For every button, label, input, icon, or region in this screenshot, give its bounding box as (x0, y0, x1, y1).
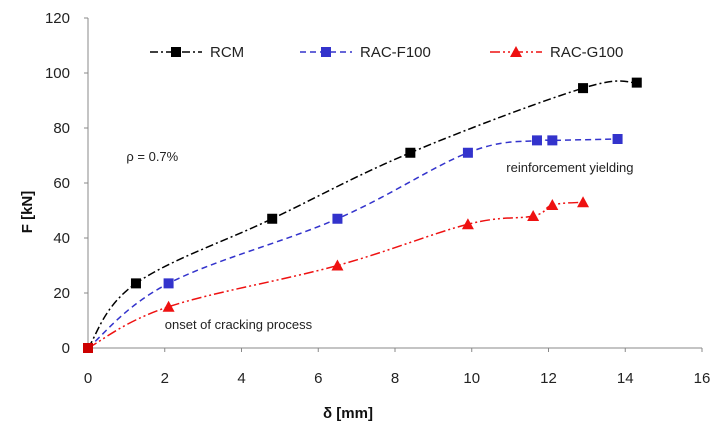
data-point-rcm (130, 278, 141, 289)
legend-label-rac-f100: RAC-F100 (360, 44, 431, 61)
data-point-rcm (405, 147, 416, 158)
data-point-rac-g100 (546, 199, 559, 210)
annotation: ρ = 0.7% (126, 149, 178, 164)
data-point-rac-g100 (331, 259, 344, 271)
data-point-rac-f100 (612, 134, 623, 144)
x-tick-label: 0 (84, 370, 92, 387)
legend: RCM RAC-F100 RAC-G100 (150, 44, 623, 61)
data-point-rac-g100 (162, 300, 175, 312)
y-tick-label: 80 (53, 120, 70, 137)
legend-marker-rac-g100 (510, 46, 522, 57)
y-tick-label: 100 (45, 65, 70, 82)
data-point-rac-g100 (527, 210, 540, 221)
x-axis-label: δ [mm] (323, 405, 373, 422)
x-tick-label: 4 (237, 370, 245, 387)
legend-marker-rcm (171, 47, 181, 57)
data-point-rac-f100 (462, 147, 473, 158)
data-point-rcm (631, 77, 642, 88)
data-point-rcm (578, 83, 589, 94)
annotation: reinforcement yielding (506, 160, 633, 175)
y-axis-label: F [kN] (19, 191, 36, 234)
x-tick-label: 16 (694, 370, 711, 387)
annotations: ρ = 0.7% reinforcement yielding onset of c… (126, 149, 633, 332)
y-tick-label: 60 (53, 175, 70, 192)
y-tick-label: 0 (62, 340, 70, 357)
data-point-rac-g100 (83, 343, 93, 353)
data-point-rac-f100 (547, 135, 558, 146)
data-point-rac-f100 (332, 213, 343, 224)
legend-label-rcm: RCM (210, 44, 244, 61)
data-point-rac-f100 (531, 135, 542, 146)
y-tick-label: 120 (45, 10, 70, 27)
axes (84, 17, 703, 352)
series-line-rac-g100 (87, 201, 584, 349)
data-point-rac-g100 (461, 218, 474, 230)
x-tick-label: 6 (314, 370, 322, 387)
legend-label-rac-g100: RAC-G100 (550, 44, 623, 61)
annotation: onset of cracking process (165, 317, 313, 332)
y-tick-label: 40 (53, 230, 70, 247)
legend-marker-rac-f100 (321, 47, 331, 57)
data-point-rac-g100 (577, 196, 590, 208)
data-point-rcm (267, 213, 278, 224)
x-tick-label: 14 (617, 370, 634, 387)
x-tick-label: 12 (540, 370, 557, 387)
x-tick-label: 10 (463, 370, 480, 387)
series-markers (83, 77, 642, 353)
x-tick-label: 8 (391, 370, 399, 387)
tick-labels: 0 2 4 6 8 10 12 14 16 0 20 40 60 80 100 120 (45, 10, 710, 387)
data-point-rac-f100 (163, 278, 174, 289)
x-tick-label: 2 (161, 370, 169, 387)
y-tick-label: 20 (53, 285, 70, 302)
